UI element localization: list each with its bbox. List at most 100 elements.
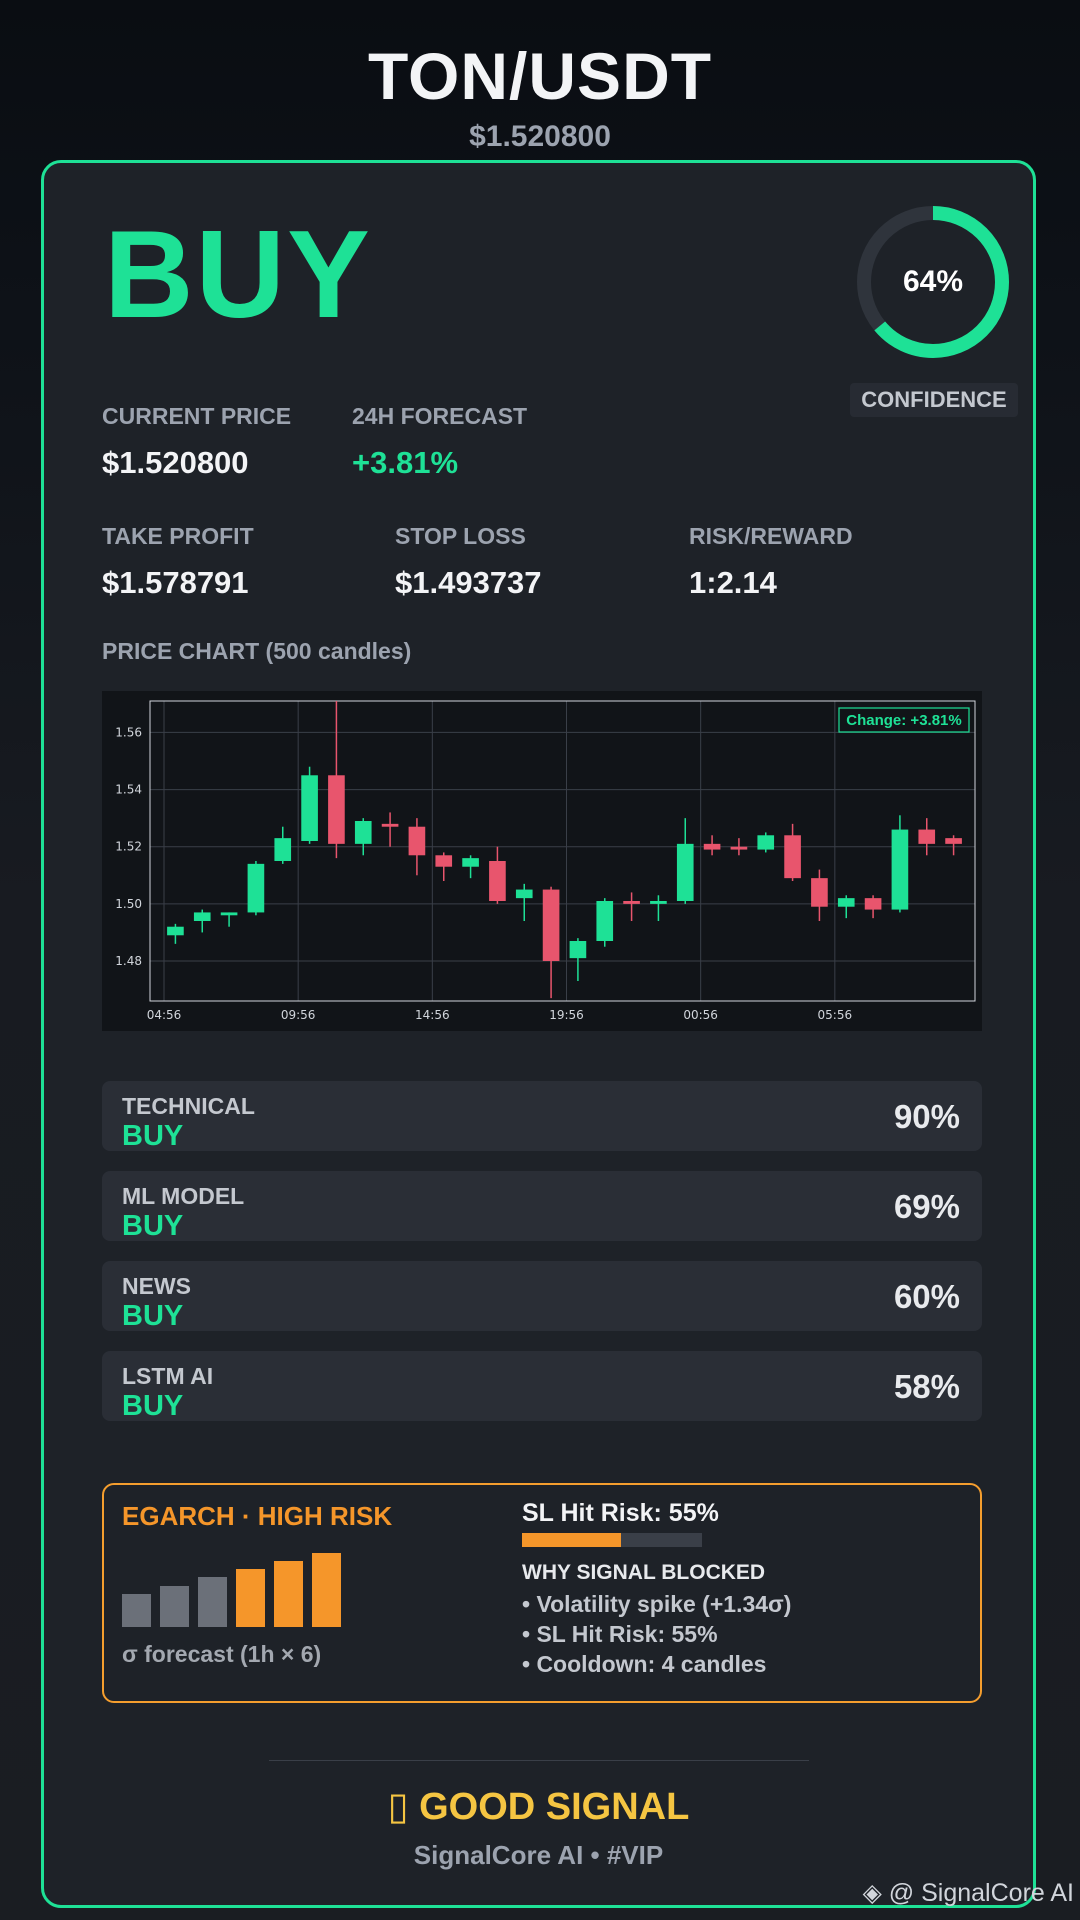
candle-body: [301, 775, 318, 841]
source-row-lstm-ai: LSTM AI BUY 58%: [102, 1351, 982, 1421]
x-tick-label: 14:56: [415, 1008, 450, 1022]
confidence-gauge: [857, 206, 1009, 358]
take-profit-value: $1.578791: [102, 565, 249, 600]
source-row-news: NEWS BUY 60%: [102, 1261, 982, 1331]
candle-body: [623, 901, 640, 904]
footer-divider: [269, 1760, 809, 1761]
candle-body: [837, 898, 855, 907]
chart-label: PRICE CHART (500 candles): [102, 638, 412, 664]
take-profit-label: TAKE PROFIT: [102, 523, 254, 549]
y-tick-label: 1.48: [115, 954, 142, 968]
risk-panel: EGARCH · HIGH RISK σ forecast (1h × 6) S…: [102, 1483, 982, 1703]
why-blocked-title: WHY SIGNAL BLOCKED: [522, 1561, 766, 1584]
candle-body: [757, 835, 775, 850]
source-percent: 69%: [893, 1188, 960, 1225]
source-signal: BUY: [122, 1210, 184, 1242]
watermark: ◈ @ SignalCore AI: [862, 1879, 1074, 1907]
source-signal: BUY: [122, 1390, 184, 1422]
candle-body: [918, 829, 936, 844]
stop-loss-value: $1.493737: [395, 565, 542, 600]
y-tick-label: 1.52: [115, 840, 142, 854]
candle-body: [891, 829, 909, 910]
why-item: • Volatility spike (+1.34σ): [522, 1591, 792, 1617]
candle-body: [784, 835, 801, 879]
candle-body: [650, 901, 667, 904]
why-item: • Cooldown: 4 candles: [522, 1651, 767, 1677]
candle-body: [408, 826, 426, 856]
sigma-bar: [122, 1594, 151, 1627]
candle-body: [489, 861, 506, 901]
forecast-label: 24H FORECAST: [352, 403, 528, 429]
source-name: TECHNICAL: [122, 1093, 255, 1119]
change-annotation-box: [838, 707, 970, 733]
candle-body: [247, 863, 265, 913]
source-percent: 90%: [893, 1098, 960, 1135]
signal-action: BUY: [104, 206, 372, 344]
price-chart: 04:56 09:56 14:56 19:56 00:56 05:56 1.48 1.50 1.…: [102, 691, 982, 1031]
candle-body: [703, 843, 721, 850]
pair-title: TON/USDT: [367, 39, 713, 113]
source-percent: 60%: [893, 1278, 960, 1315]
candle-body: [435, 855, 453, 867]
candle-body: [515, 889, 533, 899]
confidence-value: 64%: [902, 265, 964, 298]
good-signal-badge: ▯ GOOD SIGNAL: [387, 1786, 690, 1828]
sl-hit-bar: [522, 1533, 702, 1547]
source-name: ML MODEL: [122, 1183, 245, 1209]
confidence-label: CONFIDENCE: [850, 383, 1018, 417]
source-row-technical: TECHNICAL BUY 90%: [102, 1081, 982, 1151]
y-tick-label: 1.50: [115, 897, 142, 911]
y-tick-label: 1.56: [115, 725, 142, 739]
signal-sources: TECHNICAL BUY 90% ML MODEL BUY 69% NEWS …: [102, 1081, 982, 1441]
current-price-value: $1.520800: [102, 445, 249, 480]
x-tick-label: 00:56: [683, 1008, 718, 1022]
source-signal: BUY: [122, 1120, 184, 1152]
brand-tag: SignalCore AI • #VIP: [413, 1840, 664, 1870]
candle-body: [193, 912, 211, 921]
candle-body: [220, 912, 238, 916]
x-tick-label: 19:56: [549, 1008, 584, 1022]
candle-body: [328, 775, 345, 844]
source-percent: 58%: [893, 1368, 960, 1405]
source-row-ml-model: ML MODEL BUY 69%: [102, 1171, 982, 1241]
source-signal: BUY: [122, 1300, 184, 1332]
sigma-forecast-bars: [122, 1553, 342, 1627]
forecast-value: +3.81%: [352, 445, 459, 480]
candle-body: [864, 898, 882, 910]
candle-body: [676, 843, 694, 901]
risk-reward-value: 1:2.14: [689, 565, 777, 600]
risk-title: EGARCH · HIGH RISK: [122, 1501, 393, 1531]
price-chart-svg: 04:56 09:56 14:56 19:56 00:56 05:56 1.48 1.50 1.…: [115, 700, 976, 1022]
sigma-label: σ forecast (1h × 6): [122, 1641, 322, 1667]
sigma-bar: [274, 1561, 303, 1627]
candle-body: [569, 941, 587, 959]
x-tick-label: 04:56: [147, 1008, 182, 1022]
signal-card: BUY 64% CONFIDENCE CURRENT PRICE $1.5208…: [41, 160, 1036, 1908]
candle-body: [596, 901, 614, 941]
plot-frame: [149, 700, 976, 1002]
source-name: NEWS: [122, 1273, 191, 1299]
sigma-bar: [236, 1569, 265, 1627]
current-price-label: CURRENT PRICE: [102, 403, 292, 429]
y-tick-label: 1.54: [115, 783, 142, 797]
sigma-bar: [312, 1553, 341, 1627]
candle-body: [542, 889, 560, 961]
pair-price: $1.520800: [469, 120, 611, 153]
candle-body: [274, 838, 292, 861]
source-name: LSTM AI: [122, 1363, 214, 1389]
candle-body: [730, 846, 748, 850]
change-annotation: Change: +3.81%: [846, 712, 961, 729]
candle-body: [945, 838, 962, 844]
x-tick-label: 05:56: [818, 1008, 853, 1022]
sigma-bar: [198, 1577, 227, 1627]
sl-hit-bar-fill: [522, 1533, 621, 1547]
why-item: • SL Hit Risk: 55%: [522, 1621, 718, 1647]
sigma-bar: [160, 1586, 189, 1627]
candle-body: [354, 821, 372, 844]
candle-body: [381, 823, 399, 827]
sl-hit-title: SL Hit Risk: 55%: [522, 1499, 719, 1527]
candle-body: [811, 878, 828, 907]
candle-body: [167, 926, 184, 936]
risk-reward-label: RISK/REWARD: [689, 523, 853, 549]
stop-loss-label: STOP LOSS: [395, 523, 526, 549]
